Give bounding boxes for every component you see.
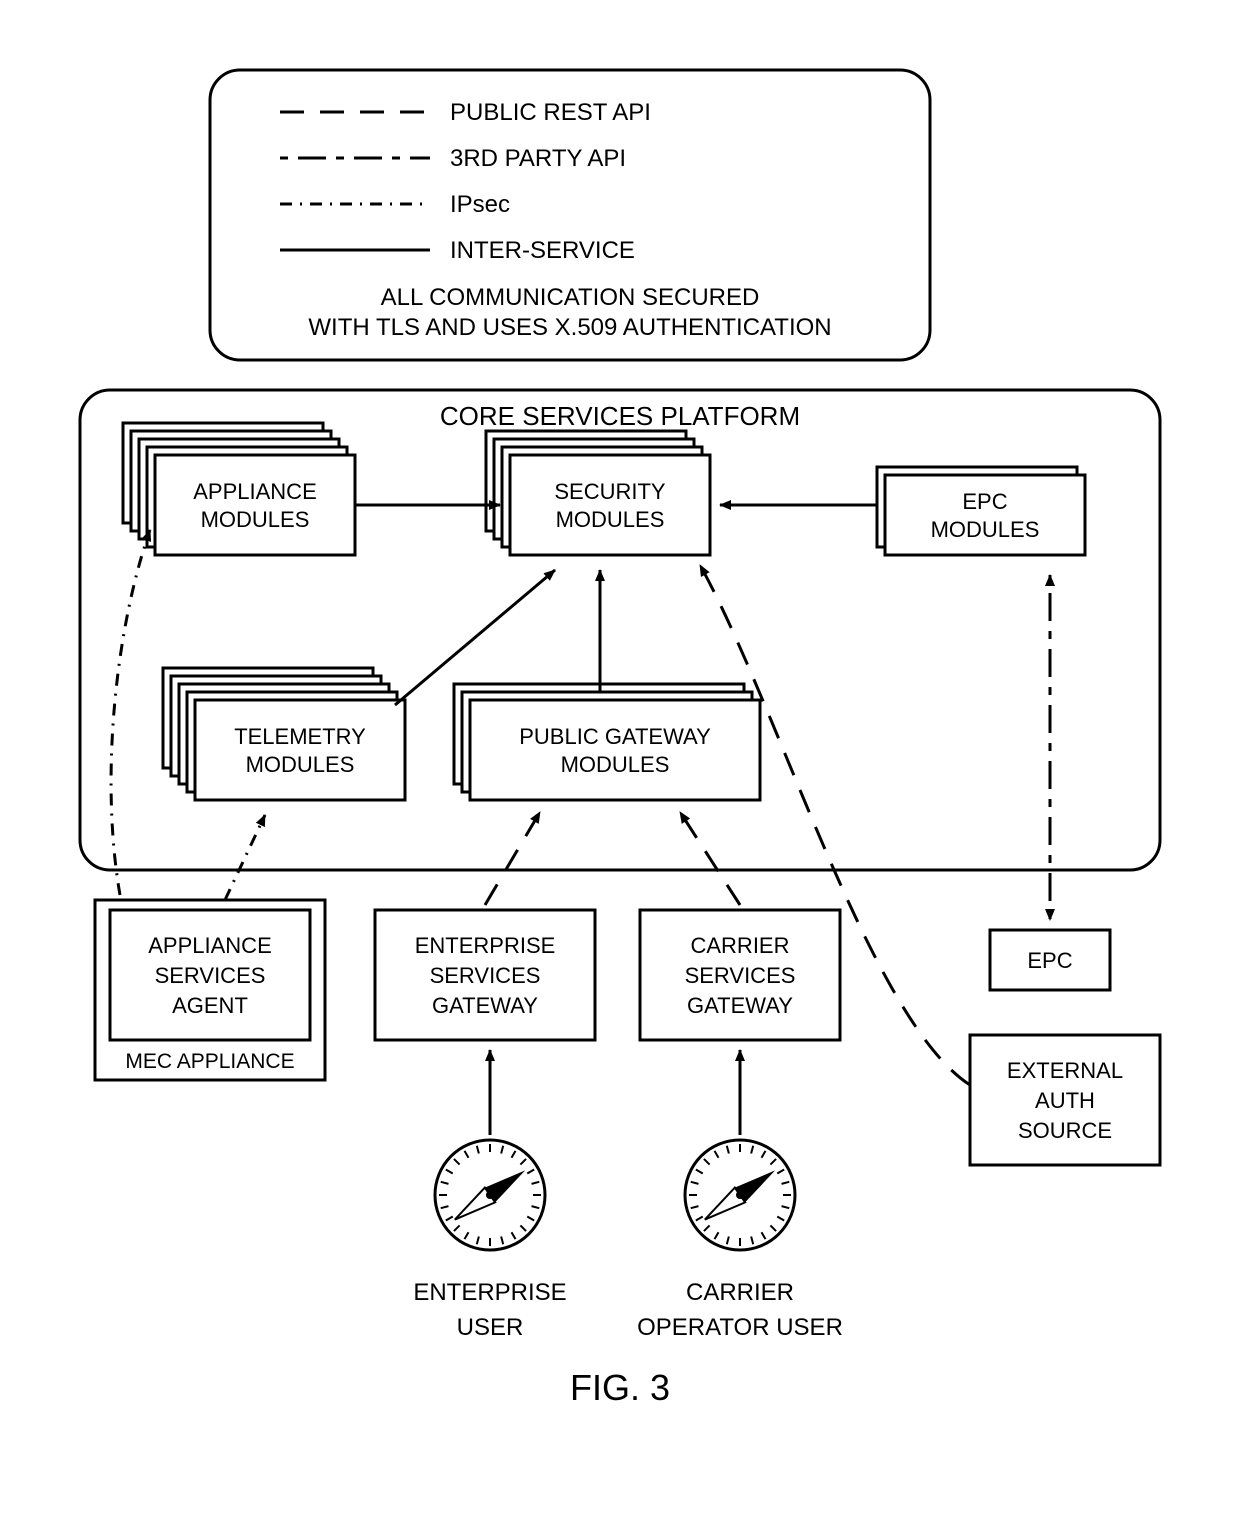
user-label-0-2: USER xyxy=(457,1314,524,1341)
public-gateway-modules-layer xyxy=(470,700,760,800)
security-modules-layer xyxy=(510,455,710,555)
security-modules-line2: MODULES xyxy=(556,507,665,532)
legend-label: PUBLIC REST API xyxy=(450,99,651,126)
user-label-1-1: CARRIER xyxy=(686,1279,794,1306)
compass-icon-1 xyxy=(685,1140,795,1250)
edge-4 xyxy=(485,812,540,905)
external-auth-source-line1: EXTERNAL xyxy=(1007,1058,1123,1083)
carrier-services-gateway-line3: GATEWAY xyxy=(687,993,793,1018)
carrier-services-gateway-line2: SERVICES xyxy=(685,963,796,988)
appliance-modules-layer xyxy=(155,455,355,555)
public-gateway-modules-line2: MODULES xyxy=(561,752,670,777)
epc-modules-line2: MODULES xyxy=(931,517,1040,542)
appliance-services-agent-line2: SERVICES xyxy=(155,963,266,988)
user-label-0-1: ENTERPRISE xyxy=(413,1279,566,1306)
security-modules-line1: SECURITY xyxy=(554,479,666,504)
platform-title: CORE SERVICES PLATFORM xyxy=(440,401,800,431)
figure-caption: FIG. 3 xyxy=(570,1367,670,1408)
epc-box-label: EPC xyxy=(1027,948,1072,973)
appliance-services-agent-line3: AGENT xyxy=(172,993,248,1018)
public-gateway-modules-line1: PUBLIC GATEWAY xyxy=(519,724,711,749)
appliance-modules-line1: APPLIANCE xyxy=(193,479,317,504)
edge-8 xyxy=(225,815,265,900)
telemetry-modules-line2: MODULES xyxy=(246,752,355,777)
legend-label: IPsec xyxy=(450,191,510,218)
telemetry-modules-layer xyxy=(195,700,405,800)
epc-modules-layer xyxy=(885,475,1085,555)
epc-modules-line1: EPC xyxy=(962,489,1007,514)
enterprise-services-gateway-line1: ENTERPRISE xyxy=(415,933,556,958)
legend-label: 3RD PARTY API xyxy=(450,145,626,172)
external-auth-source-line2: AUTH xyxy=(1035,1088,1095,1113)
external-auth-source-line3: SOURCE xyxy=(1018,1118,1112,1143)
edge-9 xyxy=(111,530,150,895)
carrier-services-gateway-line1: CARRIER xyxy=(690,933,789,958)
appliance-modules-line2: MODULES xyxy=(201,507,310,532)
appliance-services-agent-line1: APPLIANCE xyxy=(148,933,272,958)
edge-5 xyxy=(680,812,740,905)
user-label-1-2: OPERATOR USER xyxy=(637,1314,843,1341)
enterprise-services-gateway-line2: SERVICES xyxy=(430,963,541,988)
enterprise-services-gateway-line3: GATEWAY xyxy=(432,993,538,1018)
compass-icon-0 xyxy=(435,1140,545,1250)
mec-appliance-label: MEC APPLIANCE xyxy=(125,1050,294,1073)
legend-label: INTER-SERVICE xyxy=(450,237,635,264)
telemetry-modules-line1: TELEMETRY xyxy=(234,724,366,749)
legend-footer-2: WITH TLS AND USES X.509 AUTHENTICATION xyxy=(308,314,831,341)
legend-footer-1: ALL COMMUNICATION SECURED xyxy=(381,284,760,311)
